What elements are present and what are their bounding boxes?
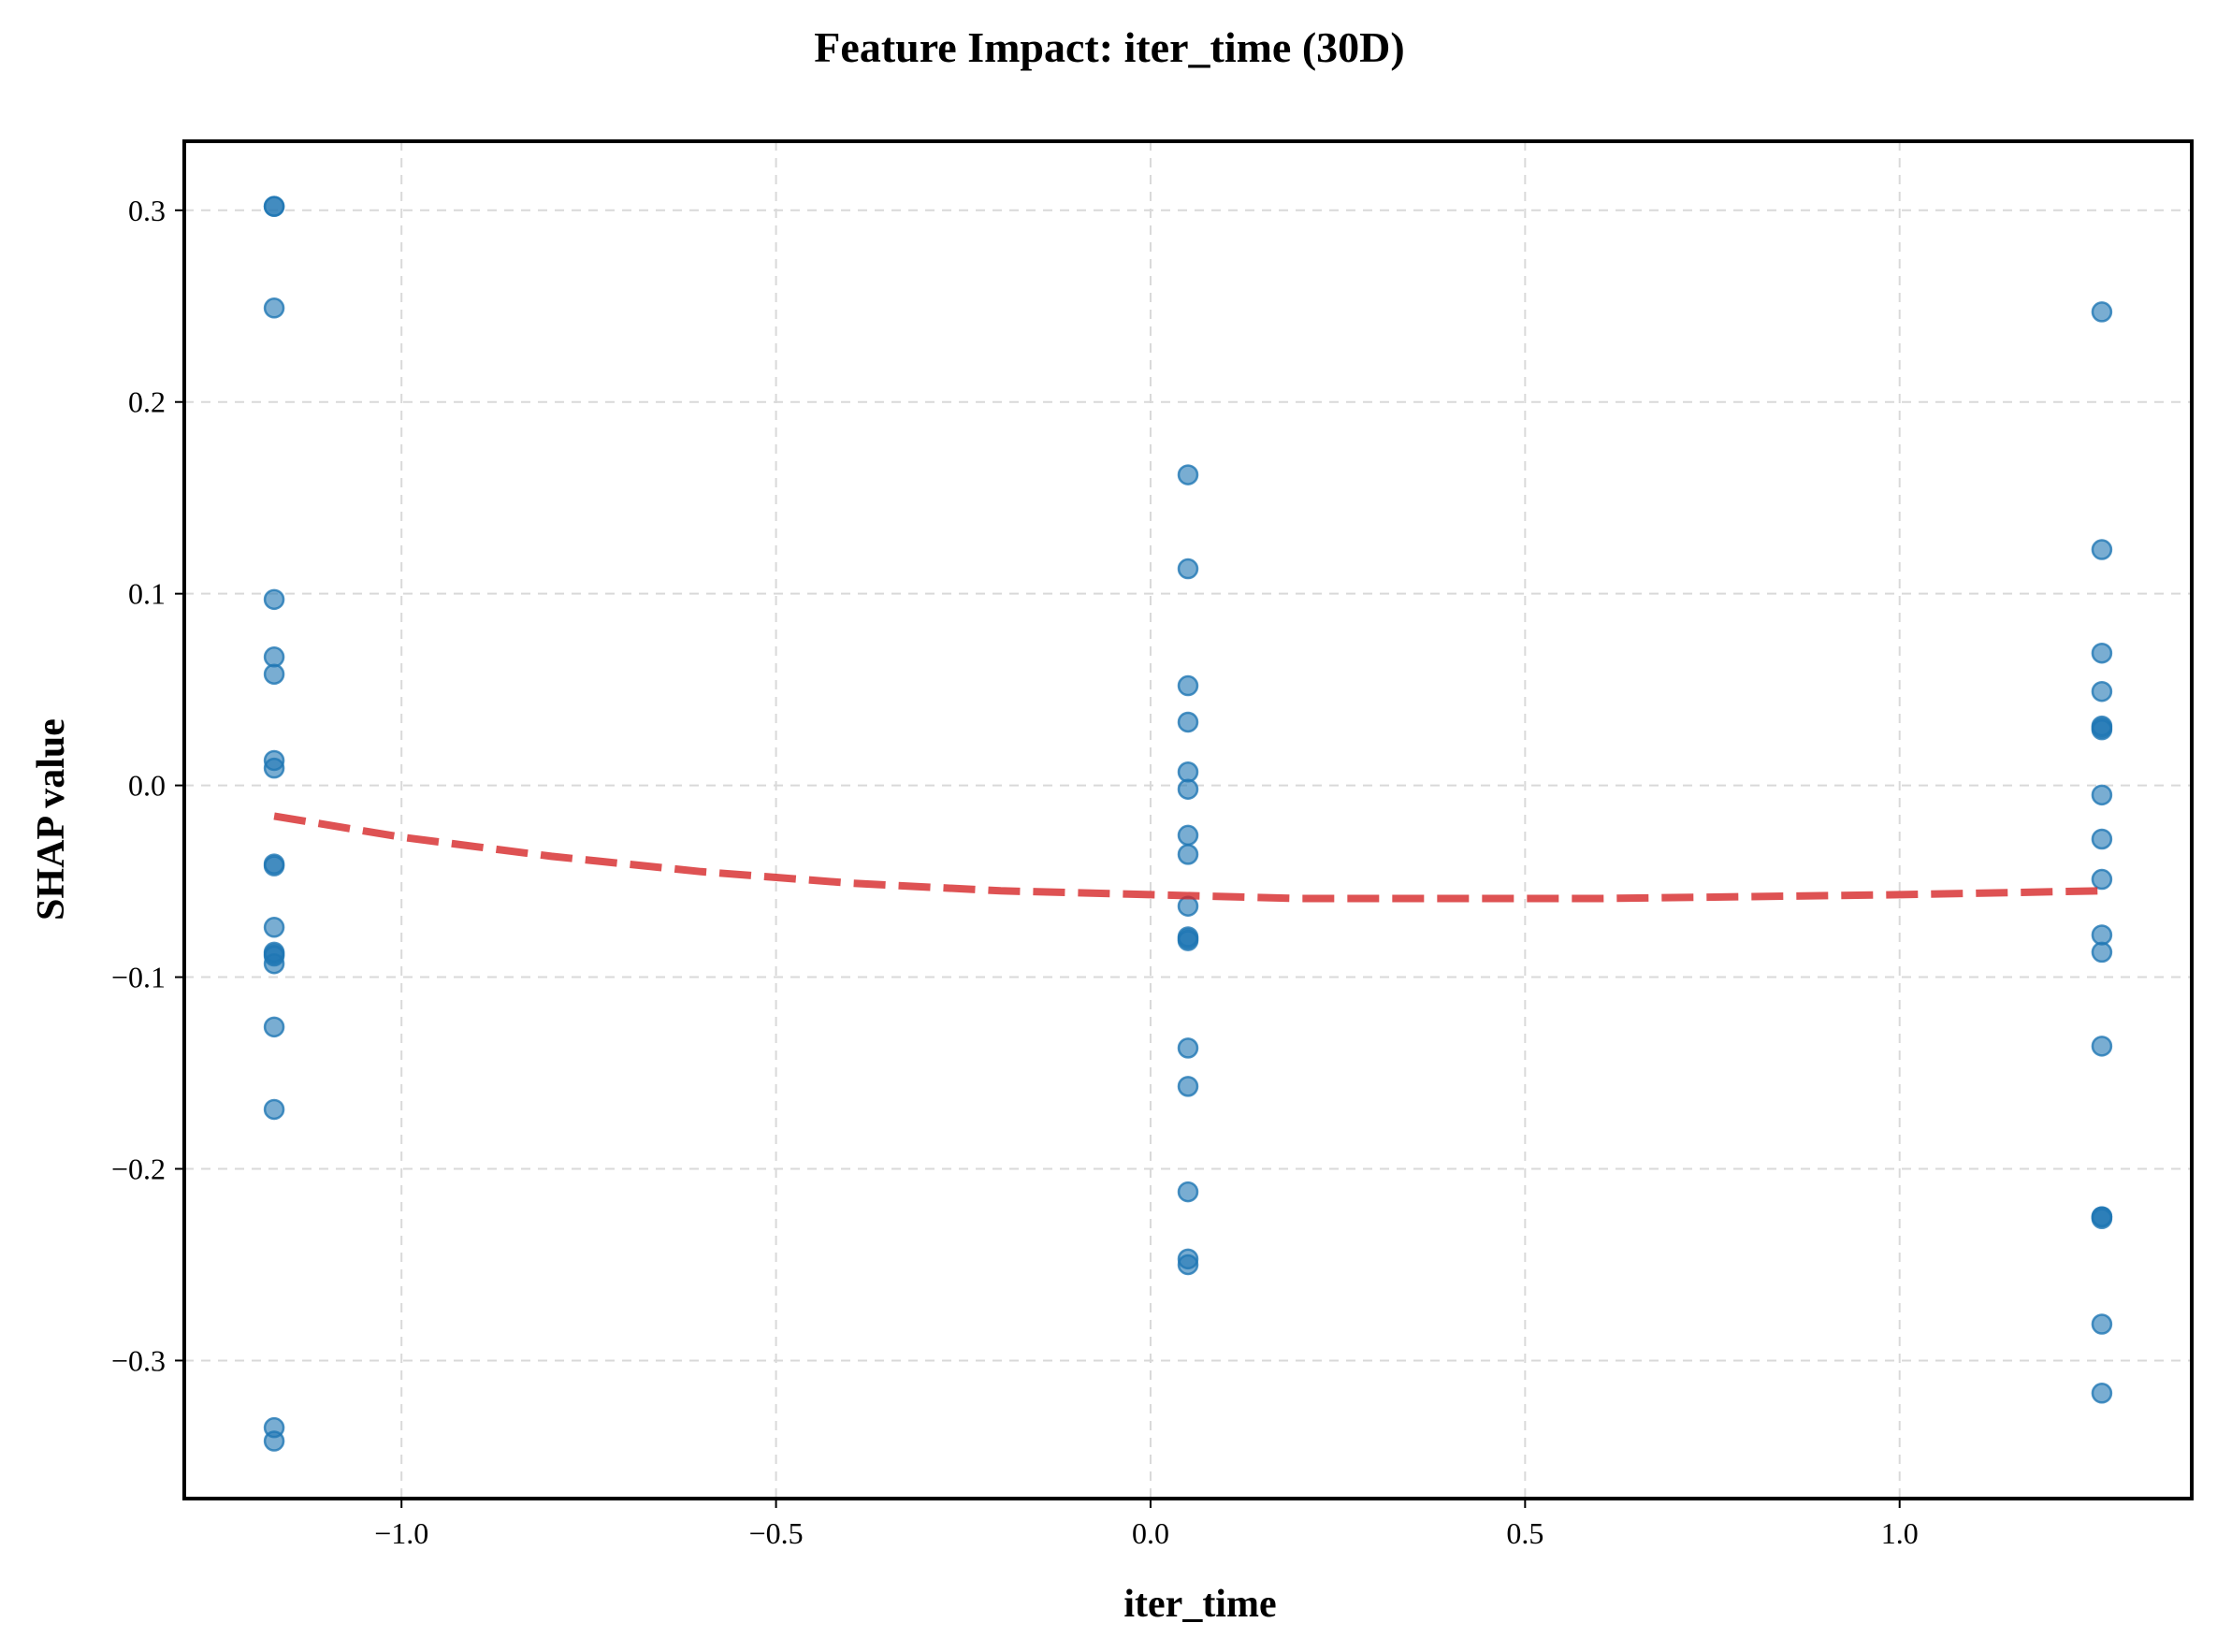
x-axis-label: iter_time (1123, 1583, 1276, 1626)
scatter-point (263, 1430, 285, 1452)
scatter-point (2091, 680, 2113, 703)
scatter-point (2091, 1313, 2113, 1335)
scatter-point (1177, 778, 1199, 800)
scatter-point (263, 196, 285, 217)
scatter-point (263, 943, 285, 965)
scatter-point (263, 1098, 285, 1121)
scatter-point (2091, 828, 2113, 850)
scatter-point (2091, 1206, 2113, 1227)
scatter-point (1177, 928, 1199, 949)
plot-frame (182, 139, 2194, 1500)
y-tick-label: 0.2 (128, 385, 166, 419)
scatter-point (263, 646, 285, 668)
y-axis-label: SHAP value (30, 718, 73, 920)
scatter-point (263, 588, 285, 611)
scatter-point (2091, 868, 2113, 891)
scatter-point (2091, 941, 2113, 964)
tick-layer: −1.0 −0.5 0.0 0.5 1.0 −0.3 −0.2 −0.1 0.0 0.1 0.2 0.… (111, 194, 1919, 1550)
x-tick-label: 1.0 (1881, 1516, 1919, 1550)
y-tick-label: 0.3 (128, 194, 166, 227)
y-tick-label: 0.1 (128, 577, 166, 611)
scatter-point (2091, 715, 2113, 737)
y-tick-label: −0.3 (111, 1343, 166, 1377)
scatter-point (1177, 558, 1199, 580)
scatter-point (1177, 1037, 1199, 1059)
scatter-point (1177, 1253, 1199, 1276)
scatter-point (1177, 844, 1199, 865)
y-tick-label: −0.2 (111, 1152, 166, 1185)
scatter-point (263, 663, 285, 685)
scatter-point (1177, 674, 1199, 697)
scatter-point (1177, 895, 1199, 917)
scatter-point (1177, 1076, 1199, 1097)
scatter-point (263, 1016, 285, 1038)
trend-line-layer (273, 812, 2102, 903)
scatter-point (1177, 1181, 1199, 1203)
x-tick-label: −0.5 (749, 1516, 804, 1550)
scatter-point (1177, 464, 1199, 485)
scatter-point (1177, 824, 1199, 847)
scatter-point (2091, 1036, 2113, 1057)
scatter-point (2091, 301, 2113, 323)
scatter-point (2091, 642, 2113, 664)
scatter-point (263, 297, 285, 319)
scatter-point (1177, 711, 1199, 733)
grid-layer (184, 141, 2192, 1499)
scatter-point (263, 757, 285, 779)
chart-title: Feature Impact: iter_time (30D) (814, 23, 1404, 71)
x-tick-label: 0.0 (1132, 1516, 1169, 1550)
x-tick-label: −1.0 (374, 1516, 428, 1550)
scatter-point (2091, 924, 2113, 946)
scatter-point (2091, 784, 2113, 806)
y-tick-label: −0.1 (111, 961, 166, 994)
scatter-point (2091, 539, 2113, 560)
scatter-point (1177, 761, 1199, 783)
scatter-point (2091, 1383, 2113, 1404)
scatter-points (263, 196, 2113, 1452)
y-tick-label: 0.0 (128, 769, 166, 803)
scatter-point (263, 917, 285, 938)
x-tick-label: 0.5 (1506, 1516, 1543, 1550)
trend-line (273, 812, 2102, 903)
scatter-point (263, 855, 285, 877)
